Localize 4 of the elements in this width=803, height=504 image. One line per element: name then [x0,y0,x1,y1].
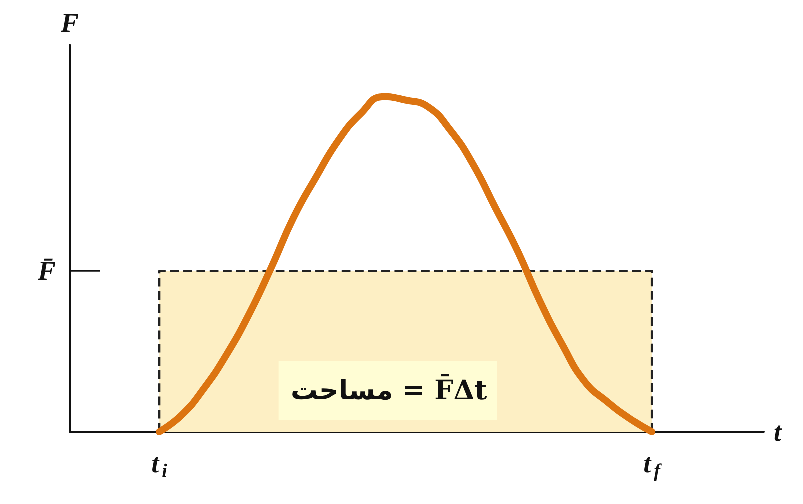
annotation: مساحت = F̄Δt [290,374,488,406]
x-axis-title: t [774,417,783,447]
ref-line-label: F̄ [36,256,56,286]
y-axis-title: F [60,8,80,38]
